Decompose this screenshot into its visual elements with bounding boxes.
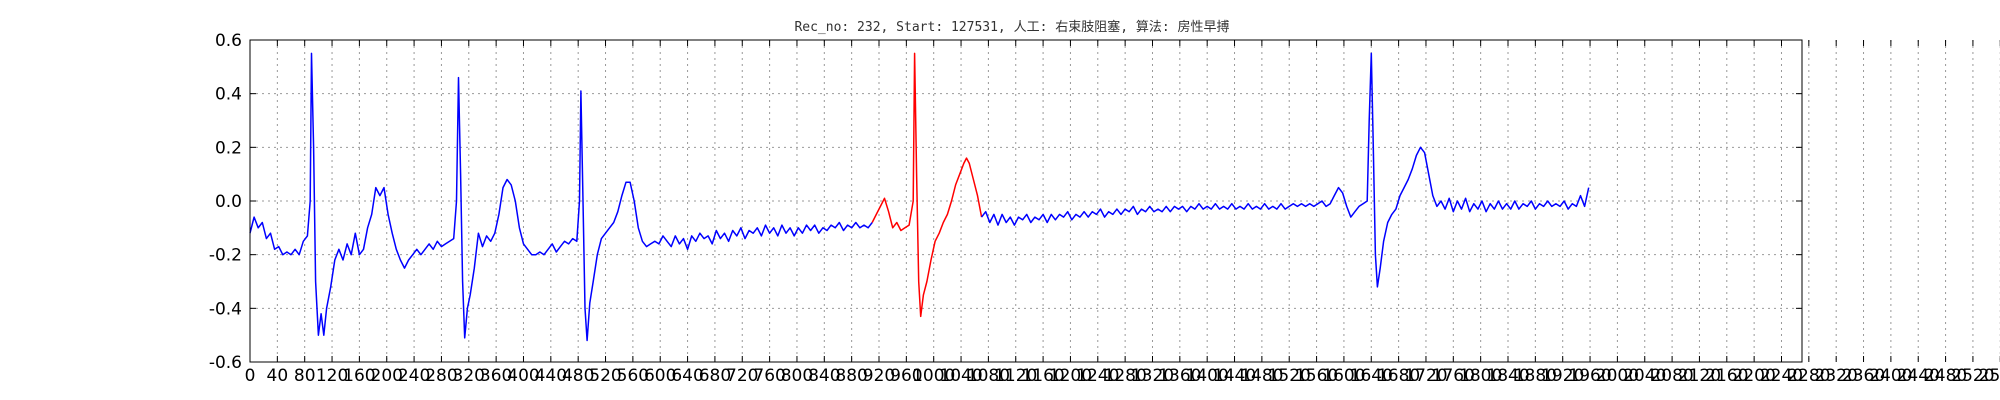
x-tick-label: 360 xyxy=(480,366,512,386)
x-tick-label: 1320 xyxy=(1131,366,1174,386)
x-tick-label: 560 xyxy=(617,366,649,386)
x-tick-label: 2200 xyxy=(1733,366,1776,386)
x-tick-label: 520 xyxy=(589,366,621,386)
x-tick-label: 1800 xyxy=(1459,366,1502,386)
x-tick-label: 1120 xyxy=(994,366,1037,386)
x-tick-label: 1240 xyxy=(1076,366,1119,386)
x-tick-label: 280 xyxy=(425,366,457,386)
x-tick-label: 800 xyxy=(781,366,813,386)
x-tick-label: 600 xyxy=(644,366,676,386)
chart-title: Rec_no: 232, Start: 127531, 人工: 右束肢阻塞, 算… xyxy=(794,19,1229,35)
x-tick-label: 840 xyxy=(808,366,840,386)
x-tick-label: 1200 xyxy=(1049,366,1092,386)
y-tick-label: 0.0 xyxy=(215,192,242,212)
y-tick-label: 0.2 xyxy=(215,138,242,158)
series-layer xyxy=(249,52,1590,342)
x-tick-label: 240 xyxy=(398,366,430,386)
x-tick-label: 2320 xyxy=(1815,366,1858,386)
x-tick-label: 640 xyxy=(671,366,703,386)
series-line-highlight xyxy=(871,52,983,318)
x-tick-label: 480 xyxy=(562,366,594,386)
y-tick-label: 0.4 xyxy=(215,85,242,105)
x-tick-label: 1400 xyxy=(1186,366,1229,386)
x-tick-label: 2040 xyxy=(1623,366,1666,386)
x-tick-label: 1560 xyxy=(1295,366,1338,386)
x-tick-label: 1480 xyxy=(1240,366,1283,386)
x-tick-label: 80 xyxy=(294,366,316,386)
x-tick-label: 720 xyxy=(726,366,758,386)
x-tick-label: 2160 xyxy=(1705,366,1748,386)
x-tick-label: 1360 xyxy=(1158,366,1201,386)
x-tick-label: 320 xyxy=(453,366,485,386)
x-tick-label: 2000 xyxy=(1596,366,1639,386)
x-tick-label: 2560 xyxy=(1979,366,2000,386)
x-tick-label: 960 xyxy=(890,366,922,386)
x-tick-label: 1160 xyxy=(1021,366,1064,386)
x-tick-label: 1520 xyxy=(1268,366,1311,386)
x-tick-label: 1680 xyxy=(1377,366,1420,386)
x-tick-label: 2440 xyxy=(1897,366,1940,386)
x-tick-label: 920 xyxy=(863,366,895,386)
x-tick-label: 1040 xyxy=(939,366,982,386)
x-tick-label: 2120 xyxy=(1678,366,1721,386)
x-tick-label: 2240 xyxy=(1760,366,1803,386)
x-tick-label: 1000 xyxy=(912,366,955,386)
x-tick-label: 1720 xyxy=(1404,366,1447,386)
x-tick-label: 2400 xyxy=(1869,366,1912,386)
y-axis: -0.6 -0.4 -0.2 0.0 0.2 0.4 0.6 xyxy=(209,31,1802,373)
x-tick-label: 1960 xyxy=(1568,366,1611,386)
x-tick-label: 1760 xyxy=(1432,366,1475,386)
x-tick-label: 2280 xyxy=(1787,366,1830,386)
x-tick-label: 440 xyxy=(535,366,567,386)
x-tick-label: 1880 xyxy=(1514,366,1557,386)
x-tick-label: 200 xyxy=(371,366,403,386)
x-tick-label: 2480 xyxy=(1924,366,1967,386)
x-tick-label: 1080 xyxy=(967,366,1010,386)
x-tick-label: 2080 xyxy=(1650,366,1693,386)
x-tick-label: 160 xyxy=(343,366,375,386)
x-tick-label: 400 xyxy=(507,366,539,386)
grid xyxy=(249,39,2000,363)
x-tick-label: 1920 xyxy=(1541,366,1584,386)
x-tick-label: 1600 xyxy=(1322,366,1365,386)
series-line-before xyxy=(249,52,873,342)
x-tick-label: 760 xyxy=(753,366,785,386)
x-tick-label: 2360 xyxy=(1842,366,1885,386)
x-tick-label: 0 xyxy=(245,366,256,386)
x-tick-label: 880 xyxy=(835,366,867,386)
x-tick-label: 680 xyxy=(699,366,731,386)
x-axis: 0 40 80 12016020024028032036040044048052056… xyxy=(245,40,2000,386)
y-tick-label: 0.6 xyxy=(215,31,242,51)
x-tick-label: 40 xyxy=(267,366,289,386)
x-tick-label: 1280 xyxy=(1104,366,1147,386)
x-tick-label: 120 xyxy=(316,366,348,386)
x-tick-label: 2520 xyxy=(1951,366,1994,386)
y-tick-label: -0.6 xyxy=(209,353,242,373)
x-tick-label: 1840 xyxy=(1486,366,1529,386)
y-tick-label: -0.4 xyxy=(209,299,242,319)
series-line-after xyxy=(981,52,1590,288)
y-tick-label: -0.2 xyxy=(209,246,242,266)
x-tick-label: 1440 xyxy=(1213,366,1256,386)
x-tick-label: 1640 xyxy=(1350,366,1393,386)
